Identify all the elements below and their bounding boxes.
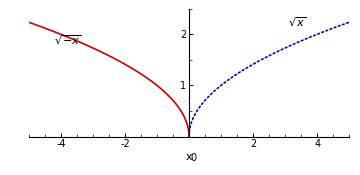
- X-axis label: x: x: [186, 152, 192, 162]
- Text: $\sqrt{x}$: $\sqrt{x}$: [288, 16, 307, 29]
- Text: $\sqrt{-x}$: $\sqrt{-x}$: [54, 34, 82, 47]
- Text: 0: 0: [190, 153, 196, 163]
